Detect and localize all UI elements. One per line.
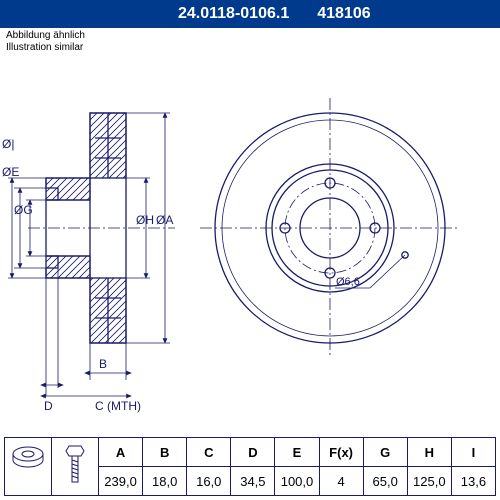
val-F: 4: [319, 467, 363, 496]
bolt-icon-cell: [52, 438, 99, 496]
col-F: F(x): [319, 438, 363, 467]
val-E: 100,0: [275, 467, 319, 496]
technical-drawing: Ø| ØE ØG ØH ØA B D C (MTH): [0, 28, 500, 430]
val-C: 16,0: [187, 467, 231, 496]
disc-icon-cell: [5, 438, 52, 496]
col-I: I: [451, 438, 495, 467]
val-H: 125,0: [407, 467, 451, 496]
svg-text:ØA: ØA: [156, 213, 173, 227]
svg-text:ØH: ØH: [136, 213, 154, 227]
val-G: 65,0: [363, 467, 407, 496]
col-D: D: [231, 438, 275, 467]
col-E: E: [275, 438, 319, 467]
svg-text:D: D: [44, 399, 53, 413]
dimension-table: A B C D E F(x) G H I 239,0 18,0 16,0 34,…: [4, 437, 496, 496]
svg-text:Ø|: Ø|: [2, 137, 14, 151]
svg-text:ØE: ØE: [2, 165, 19, 179]
front-view: Ø6,6: [200, 98, 460, 358]
col-H: H: [407, 438, 451, 467]
svg-text:Ø6,6: Ø6,6: [336, 276, 360, 288]
side-view: Ø| ØE ØG ØH ØA B D C (MTH): [2, 113, 175, 413]
header-band: 24.0118-0106.1 418106: [0, 0, 500, 28]
val-A: 239,0: [99, 467, 143, 496]
svg-text:C (MTH): C (MTH): [95, 399, 141, 413]
val-B: 18,0: [143, 467, 187, 496]
part-number: 24.0118-0106.1: [178, 5, 289, 23]
val-D: 34,5: [231, 467, 275, 496]
svg-text:ØG: ØG: [14, 203, 33, 217]
alt-number: 418106: [317, 5, 370, 23]
col-A: A: [99, 438, 143, 467]
col-G: G: [363, 438, 407, 467]
val-I: 13,6: [451, 467, 495, 496]
svg-text:B: B: [99, 357, 107, 371]
col-C: C: [187, 438, 231, 467]
col-B: B: [143, 438, 187, 467]
